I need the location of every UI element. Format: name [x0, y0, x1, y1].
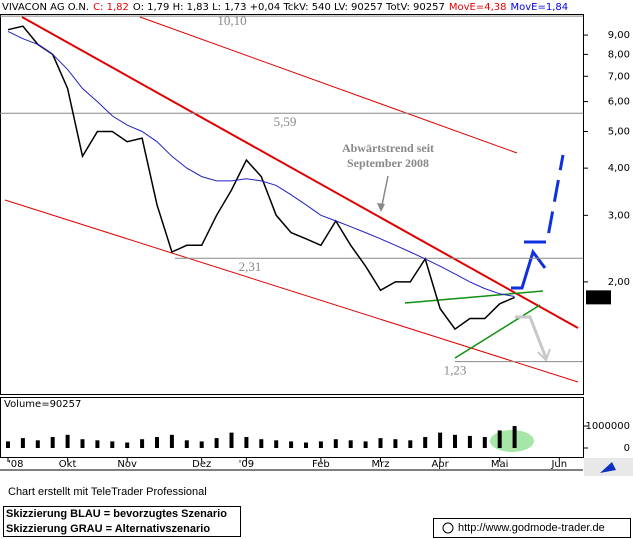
level-label: 5,59 [274, 114, 297, 129]
last-value-label: 1,82 [587, 292, 609, 303]
volume-bar [333, 439, 338, 448]
url-box[interactable] [433, 518, 631, 538]
y-tick-label: 3,00 [608, 210, 630, 221]
volume-bar [199, 441, 204, 448]
x-tick-label: Mrz [372, 459, 390, 470]
x-tick-label: Dez [192, 459, 211, 470]
volume-bar [289, 441, 294, 448]
triangle-upper [404, 290, 544, 304]
header-part: VIVACON AG O.N. [2, 2, 89, 13]
volume-bar [110, 441, 115, 448]
price-line [7, 25, 515, 331]
x-tick-label: Nov [117, 459, 137, 470]
volume-bar [184, 440, 189, 448]
price-panel [0, 14, 584, 395]
y-tick-label: 8,00 [608, 49, 630, 60]
header-part: O: 1,79 H: 1,83 L: 1,73 +0,04 TckV: 540 … [133, 2, 445, 13]
url-icon [442, 522, 454, 534]
volume-title: Volume=90257 [4, 399, 81, 410]
x-tick-label: Feb [312, 459, 330, 470]
volume-bar [408, 440, 413, 448]
volume-bar [20, 438, 25, 448]
y-tick-label: 1000000 [585, 421, 630, 432]
annotation: September 2008 [347, 156, 429, 170]
volume-bar [393, 439, 398, 448]
volume-bar [65, 434, 70, 448]
volume-bar [169, 434, 174, 448]
header-part: MovE=1,84 [511, 2, 569, 13]
url[interactable]: http://www.godmode-trader.de [458, 522, 605, 534]
volume-bar [244, 437, 249, 448]
volume-bar [35, 440, 40, 448]
x-tick-label: Apr [431, 459, 449, 470]
volume-bar [214, 438, 219, 448]
toolbar-icon [600, 462, 616, 473]
lower-channel [4, 199, 579, 383]
x-tick-label: '09 [239, 459, 254, 470]
volume-bar [378, 438, 383, 448]
volume-panel [0, 397, 584, 458]
y-tick-label: 0 [624, 443, 630, 454]
volume-bar [229, 432, 234, 448]
volume-bar [259, 439, 264, 448]
volume-bar [6, 441, 10, 448]
x-tick-label: Jun [550, 459, 567, 470]
credit: Chart erstellt mit TeleTrader Profession… [8, 486, 207, 498]
header: VIVACON AG O.N. C: 1,82 O: 1,79 H: 1,83 L:… [2, 2, 568, 13]
volume-bar [304, 442, 308, 448]
volume-bar [318, 441, 323, 448]
x-tick-label: Mai [491, 459, 509, 470]
legend-line: Skizzierung BLAU = bevorzugtes Szenario [6, 508, 227, 520]
volume-bar [453, 434, 457, 448]
legend-line: Skizzierung GRAU = Alternativszenario [6, 523, 210, 535]
volume-bar [482, 437, 487, 448]
volume-bar [512, 426, 517, 448]
grey-scenario [515, 315, 548, 359]
x-tick-label: '08 [8, 459, 23, 470]
triangle-lower [454, 304, 541, 359]
volume-bar [438, 432, 443, 448]
y-tick-label: 7,00 [608, 71, 630, 82]
annotation-arrowhead [377, 203, 385, 212]
volume-bar [95, 440, 100, 448]
volume-bar [497, 430, 502, 448]
header-part: C: 1,82 [93, 2, 129, 13]
volume-bar [80, 439, 85, 448]
y-tick-label: 2,00 [608, 277, 630, 288]
volume-bar [348, 440, 353, 448]
volume-bar [363, 441, 368, 448]
blue-scenario [511, 248, 547, 290]
volume-bar [155, 437, 159, 448]
last-value-box [586, 290, 611, 305]
volume-bar [140, 439, 145, 448]
volume-bar [423, 437, 428, 448]
downtrend-line [21, 16, 579, 329]
y-tick-label: 6,00 [608, 97, 630, 108]
y-tick-label: 9,00 [608, 30, 630, 41]
volume-bar [50, 437, 55, 448]
volume-bar [274, 440, 279, 448]
blue-scenario-dashed [524, 154, 565, 244]
volume-bar [125, 442, 130, 448]
y-tick-label: 4,00 [608, 163, 630, 174]
legend-box [3, 506, 241, 537]
upper-channel [139, 16, 518, 154]
y-tick-label: 5,00 [608, 127, 630, 138]
header-part: MovE=4,38 [449, 2, 507, 13]
volume-highlight [490, 430, 534, 452]
volume-bar [467, 435, 472, 448]
level-label: 1,23 [444, 363, 467, 378]
x-tick-label: Okt [59, 459, 77, 470]
level-label: 10,10 [217, 13, 246, 28]
price-line [7, 30, 515, 297]
level-label: 2,31 [239, 259, 262, 274]
annotation: Abwärtstrend seit [342, 141, 434, 155]
grey-arrowhead [537, 348, 551, 362]
